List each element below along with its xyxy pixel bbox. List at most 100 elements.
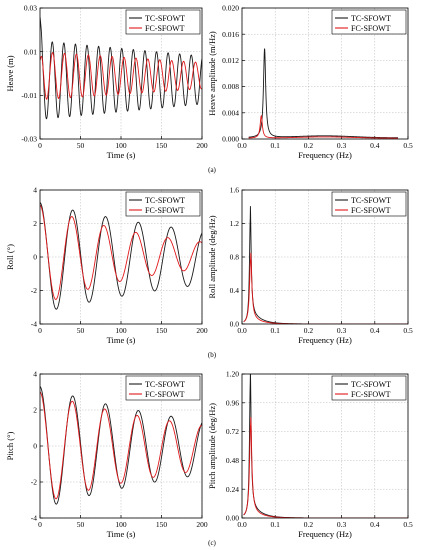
x-tick-label: 0.4	[370, 326, 380, 335]
x-tick-label: 0.5	[403, 520, 413, 529]
chart-3: 0 50 100 150 200 4 2 0 -2 -4 Time (s) Roll (°) TC-SF…	[5, 186, 208, 345]
y-tick-label: 2	[33, 406, 37, 415]
y-tick-label: 1.6	[230, 186, 240, 195]
series-line-fc-sfowt	[243, 417, 408, 518]
x-tick-label: 100	[115, 141, 127, 150]
x-tick-label: 0.4	[370, 520, 380, 529]
y-tick-label: 4	[33, 186, 37, 195]
x-tick-label: 0.0	[237, 326, 247, 335]
y-tick-label: 0.020	[222, 4, 239, 13]
legend-box	[331, 9, 407, 35]
x-tick-label: 0.5	[403, 326, 413, 335]
x-tick-label: 150	[156, 520, 168, 529]
x-tick-label: 200	[196, 520, 208, 529]
x-tick-label: 200	[196, 141, 208, 150]
y-tick-label: 0.00	[226, 514, 239, 523]
x-tick-label: 0.2	[304, 326, 314, 335]
chart-2: 0.0 0.1 0.2 0.3 0.4 0.5 0.020 0.016 0.012 0.008 0.…	[207, 4, 413, 160]
y-tick-label: 0	[33, 253, 37, 262]
x-tick-label: 0	[38, 326, 42, 335]
legend-label: TC-SFOWT	[145, 14, 185, 23]
y-tick-label: -0.03	[21, 135, 37, 144]
x-tick-label: 150	[156, 326, 168, 335]
legend-label: FC-SFOWT	[351, 390, 391, 399]
plot-frame	[241, 373, 409, 519]
series-line-fc-sfowt	[40, 51, 202, 100]
y-tick-label: -2	[31, 478, 37, 487]
y-tick-label: 0.72	[226, 427, 239, 436]
series-line-fc-sfowt	[40, 391, 202, 500]
x-tick-label: 0.3	[337, 326, 347, 335]
y-tick-label: 0.96	[226, 398, 239, 407]
x-tick-label: 100	[115, 326, 127, 335]
x-tick-label: 150	[156, 141, 168, 150]
y-axis-label: Heave (m)	[5, 55, 15, 91]
x-tick-label: 0.5	[403, 141, 413, 150]
legend-label: FC-SFOWT	[145, 24, 185, 33]
x-tick-label: 100	[115, 520, 127, 529]
x-tick-label: 0.0	[237, 520, 247, 529]
y-tick-label: 0	[33, 442, 37, 451]
x-axis-label: Frequency (Hz)	[298, 529, 352, 539]
y-tick-label: 0.4	[230, 286, 240, 295]
y-tick-label: 0.24	[226, 485, 239, 494]
legend-label: FC-SFOWT	[145, 390, 185, 399]
x-axis-label: Time (s)	[107, 335, 136, 345]
x-tick-label: 50	[77, 141, 85, 150]
y-tick-label: 0.008	[222, 82, 239, 91]
series-line-tc-sfowt	[40, 16, 202, 120]
y-axis-label: Heave amplitude (m/Hz)	[207, 31, 217, 116]
series-line-tc-sfowt	[248, 48, 399, 139]
series-line-fc-sfowt	[40, 204, 202, 300]
y-tick-label: 0.03	[24, 4, 37, 13]
plot-frame	[39, 7, 203, 140]
y-tick-label: 0.012	[222, 56, 239, 65]
chart-4: 0.0 0.1 0.2 0.3 0.4 0.5 1.6 1.2 0.8 0.4 0.0 Frequen…	[207, 186, 413, 345]
chart-1: 0 50 100 150 200 0.03 0.01 -0.01 -0.03 Time (s) He…	[5, 4, 208, 160]
legend-label: TC-SFOWT	[145, 380, 185, 389]
y-tick-label: 1.20	[226, 370, 239, 379]
y-tick-label: 1.2	[230, 219, 240, 228]
legend-box	[331, 375, 407, 401]
x-axis-label: Time (s)	[107, 150, 136, 160]
y-tick-label: 0.000	[222, 135, 239, 144]
y-axis-label: Pitch (°)	[5, 432, 15, 461]
legend-label: FC-SFOWT	[351, 206, 391, 215]
y-tick-label: -2	[31, 286, 37, 295]
y-tick-label: -4	[31, 514, 37, 523]
legend-label: FC-SFOWT	[351, 24, 391, 33]
legend-label: TC-SFOWT	[351, 196, 391, 205]
x-axis-label: Frequency (Hz)	[298, 335, 352, 345]
y-tick-label: 0.48	[226, 456, 239, 465]
x-tick-label: 50	[77, 326, 85, 335]
x-tick-label: 0.3	[337, 141, 347, 150]
legend-box	[125, 191, 201, 217]
y-axis-label: Roll (°)	[5, 244, 15, 270]
legend-label: TC-SFOWT	[351, 380, 391, 389]
y-tick-label: 0.8	[230, 253, 240, 262]
plot-frame	[241, 189, 409, 325]
x-axis-label: Frequency (Hz)	[298, 150, 352, 160]
legend-box	[331, 191, 407, 217]
series-line-tc-sfowt	[243, 206, 408, 324]
x-tick-label: 50	[77, 520, 85, 529]
x-tick-label: 200	[196, 326, 208, 335]
y-tick-label: 0.0	[230, 320, 240, 329]
chart-5: 0 50 100 150 200 4 2 0 -2 -4 Time (s) Pitch (°) TC-S…	[5, 370, 208, 539]
caption-a: (a)	[208, 166, 216, 174]
y-tick-label: -0.01	[21, 91, 37, 100]
chart-6: 0.0 0.1 0.2 0.3 0.4 0.5 1.20 0.96 0.72 0.48 0.24 0.…	[207, 370, 413, 539]
y-tick-label: -4	[31, 320, 37, 329]
x-tick-label: 0	[38, 141, 42, 150]
series-line-fc-sfowt	[243, 252, 408, 324]
legend-box	[125, 375, 201, 401]
x-tick-label: 0.4	[370, 141, 380, 150]
x-tick-label: 0.1	[271, 520, 281, 529]
x-tick-label: 0.1	[271, 326, 281, 335]
y-tick-label: 2	[33, 219, 37, 228]
x-tick-label: 0.2	[304, 520, 314, 529]
x-tick-label: 0.1	[271, 141, 281, 150]
plot-frame	[241, 7, 409, 140]
y-axis-label: Pitch amplitude (deg/Hz)	[207, 403, 217, 489]
